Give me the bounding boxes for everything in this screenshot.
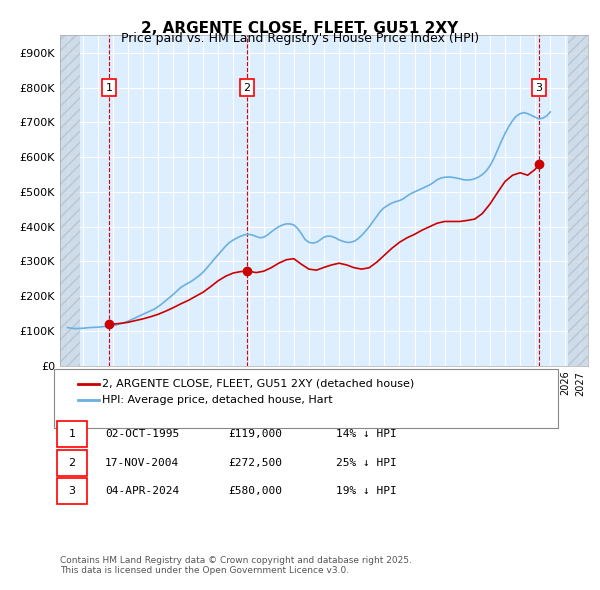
- Text: HPI: Average price, detached house, Hart: HPI: Average price, detached house, Hart: [102, 395, 332, 405]
- Text: 2, ARGENTE CLOSE, FLEET, GU51 2XY: 2, ARGENTE CLOSE, FLEET, GU51 2XY: [142, 21, 458, 35]
- Text: 1: 1: [106, 83, 113, 93]
- Text: 3: 3: [535, 83, 542, 93]
- Text: 1: 1: [68, 430, 76, 439]
- Text: 04-APR-2024: 04-APR-2024: [105, 486, 179, 496]
- Text: 2: 2: [68, 458, 76, 467]
- Text: £580,000: £580,000: [228, 486, 282, 496]
- Bar: [60, 35, 80, 366]
- Text: 25% ↓ HPI: 25% ↓ HPI: [336, 458, 397, 467]
- Text: 2: 2: [243, 83, 250, 93]
- Text: £119,000: £119,000: [228, 430, 282, 439]
- Text: 19% ↓ HPI: 19% ↓ HPI: [336, 486, 397, 496]
- Text: Contains HM Land Registry data © Crown copyright and database right 2025.
This d: Contains HM Land Registry data © Crown c…: [60, 556, 412, 575]
- Text: 3: 3: [68, 486, 76, 496]
- Bar: [568, 35, 588, 366]
- Text: Price paid vs. HM Land Registry's House Price Index (HPI): Price paid vs. HM Land Registry's House …: [121, 32, 479, 45]
- Text: 14% ↓ HPI: 14% ↓ HPI: [336, 430, 397, 439]
- Text: 17-NOV-2004: 17-NOV-2004: [105, 458, 179, 467]
- Text: £272,500: £272,500: [228, 458, 282, 467]
- Text: 2, ARGENTE CLOSE, FLEET, GU51 2XY (detached house): 2, ARGENTE CLOSE, FLEET, GU51 2XY (detac…: [102, 379, 414, 388]
- Text: 02-OCT-1995: 02-OCT-1995: [105, 430, 179, 439]
